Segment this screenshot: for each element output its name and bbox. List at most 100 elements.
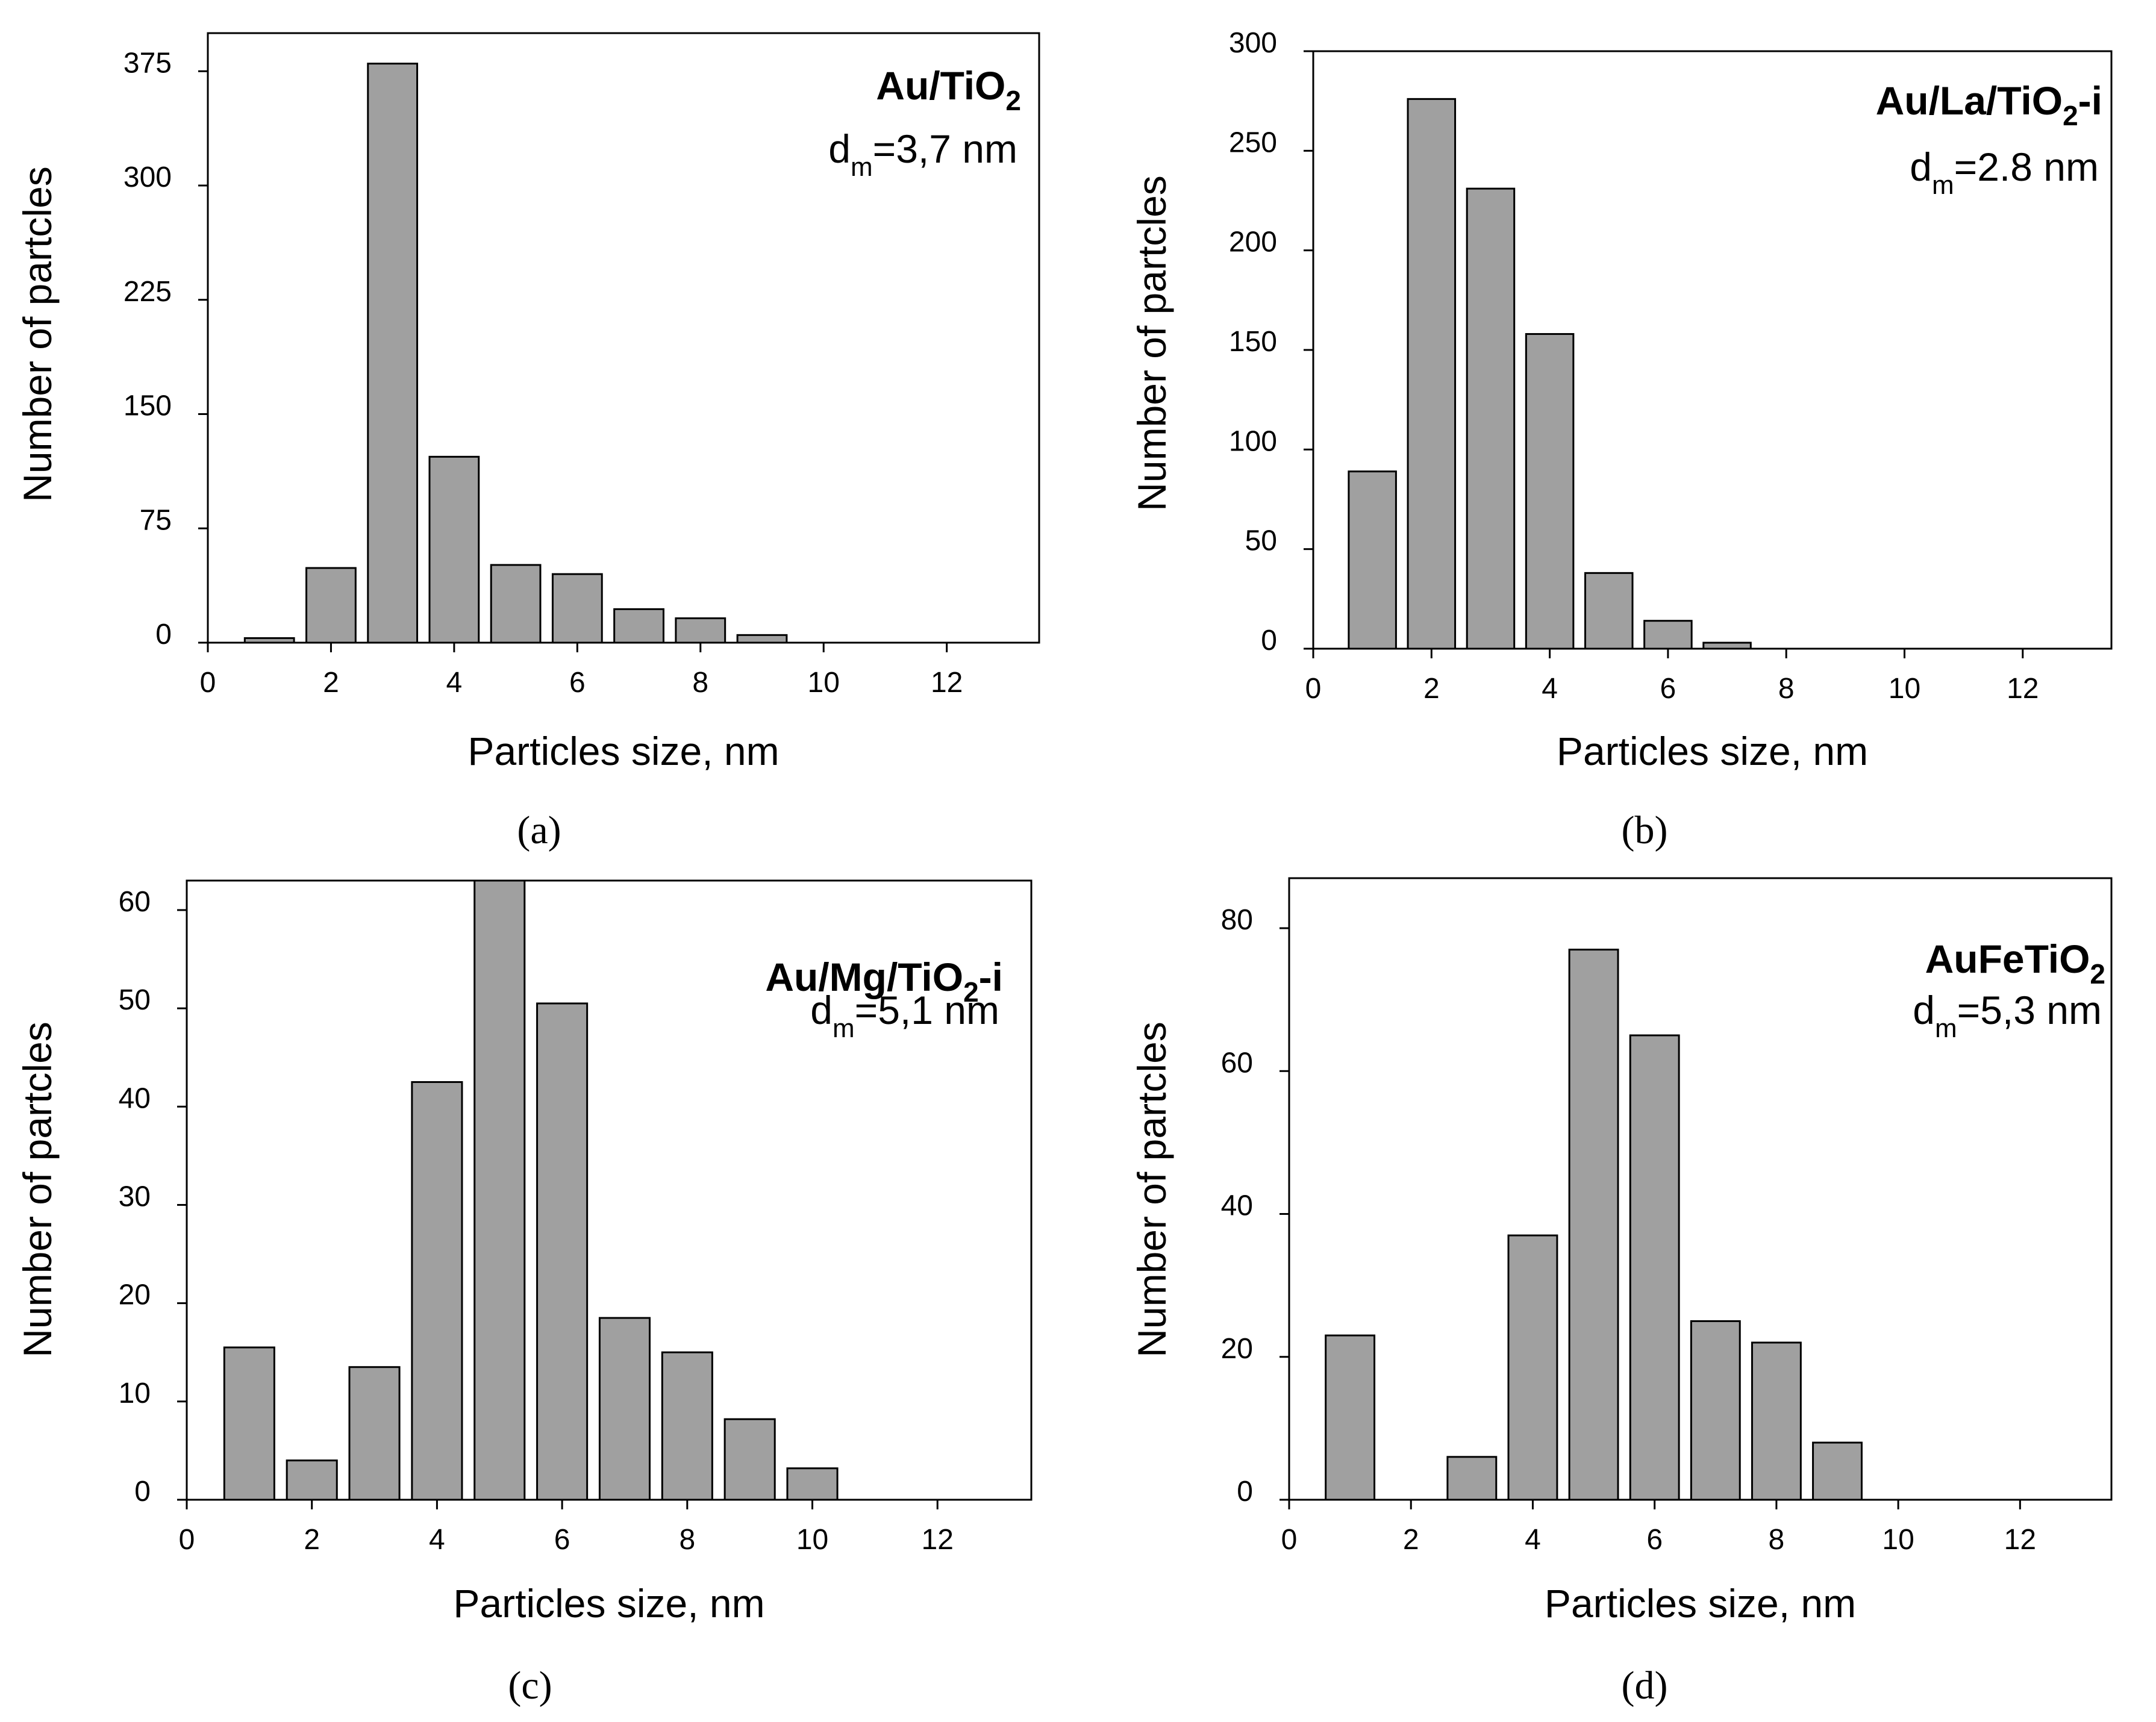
x-tick-label: 6 bbox=[569, 667, 586, 699]
panel-title: Au/Mg/TiO2-i bbox=[765, 955, 1003, 1008]
y-axis-title: Number of partcles bbox=[15, 166, 60, 502]
x-tick-label: 12 bbox=[2007, 673, 2039, 705]
y-tick-label: 300 bbox=[1229, 27, 1277, 59]
bar-d-3 bbox=[1446, 1456, 1498, 1501]
panel-title: AuFeTiO2 bbox=[1925, 937, 2105, 990]
y-tick-label: 250 bbox=[1229, 126, 1277, 158]
y-tick-label: 50 bbox=[119, 984, 151, 1016]
x-tick-label: 4 bbox=[429, 1524, 445, 1556]
x-tick-label: 0 bbox=[1305, 673, 1322, 705]
x-tick-label: 2 bbox=[1423, 673, 1440, 705]
x-tick-label: 10 bbox=[808, 667, 840, 699]
bar-a-4 bbox=[428, 455, 480, 644]
bar-c-10 bbox=[786, 1467, 839, 1501]
bar-a-6 bbox=[551, 573, 603, 644]
x-tick-label: 10 bbox=[1882, 1524, 1914, 1556]
x-tick-label: 4 bbox=[446, 667, 463, 699]
x-tick-label: 12 bbox=[931, 667, 963, 699]
y-tick-label: 0 bbox=[134, 1476, 151, 1508]
x-axis-title: Particles size, nm bbox=[1545, 1581, 1856, 1626]
x-tick-label: 6 bbox=[1646, 1524, 1663, 1556]
y-axis-title: Number of partcles bbox=[1130, 175, 1174, 511]
panel-caption: (d) bbox=[1622, 1664, 1668, 1708]
plot-frame bbox=[207, 32, 1040, 644]
chart-panel-a: 0 2 4 6 8 10 12 0 75 150 225 300 375 Particles size, … bbox=[15, 32, 1040, 852]
y-tick-label: 60 bbox=[119, 886, 151, 918]
y-tick-label: 0 bbox=[1261, 625, 1277, 657]
y-tick-label: 10 bbox=[119, 1377, 151, 1409]
bar-c-9 bbox=[723, 1418, 776, 1501]
bar-b-2 bbox=[1407, 98, 1457, 650]
x-tick-label: 12 bbox=[2004, 1524, 2036, 1556]
x-tick-label: 8 bbox=[1778, 673, 1795, 705]
mean-diameter-note: dm=5,1 nm bbox=[810, 988, 999, 1043]
y-tick-label: 75 bbox=[140, 504, 172, 536]
x-tick-label: 8 bbox=[679, 1524, 695, 1556]
y-tick-label: 0 bbox=[155, 619, 172, 650]
bar-c-5 bbox=[473, 879, 526, 1501]
x-axis-title: Particles size, nm bbox=[453, 1581, 764, 1626]
bar-b-1 bbox=[1348, 470, 1397, 650]
bar-b-4 bbox=[1525, 333, 1575, 650]
bar-c-7 bbox=[598, 1317, 651, 1501]
y-tick-label: 20 bbox=[1221, 1333, 1253, 1365]
panel-caption: (a) bbox=[517, 808, 561, 852]
bar-a-7 bbox=[613, 608, 664, 644]
panel-title: Au/La/TiO2-i bbox=[1876, 78, 2102, 131]
bar-d-6 bbox=[1629, 1034, 1680, 1501]
chart-panel-d: 0 2 4 6 8 10 12 0 20 40 60 80 Particles size, nm Numb… bbox=[1130, 877, 2113, 1708]
bar-b-3 bbox=[1466, 187, 1516, 650]
y-tick-label: 150 bbox=[123, 390, 172, 422]
x-tick-label: 0 bbox=[200, 667, 216, 699]
panel-title: Au/TiO2 bbox=[876, 63, 1021, 116]
y-tick-label: 40 bbox=[119, 1082, 151, 1114]
x-tick-label: 12 bbox=[922, 1524, 954, 1556]
bar-c-1 bbox=[223, 1346, 275, 1501]
bar-c-2 bbox=[286, 1459, 338, 1501]
y-tick-label: 20 bbox=[119, 1279, 151, 1311]
bar-c-6 bbox=[536, 1002, 589, 1501]
chart-panel-c: 0 2 4 6 8 10 12 0 10 20 30 40 50 60 Particles size, nm… bbox=[15, 879, 1033, 1708]
x-tick-label: 8 bbox=[692, 667, 708, 699]
y-tick-label: 0 bbox=[1237, 1476, 1253, 1508]
x-tick-label: 4 bbox=[1525, 1524, 1541, 1556]
bar-a-2 bbox=[305, 567, 357, 644]
bar-c-8 bbox=[661, 1351, 713, 1501]
plot-frame bbox=[1288, 877, 2113, 1501]
x-tick-label: 10 bbox=[796, 1524, 828, 1556]
bar-c-3 bbox=[348, 1366, 401, 1501]
y-tick-label: 30 bbox=[119, 1181, 151, 1212]
mean-diameter-note: dm=3,7 nm bbox=[828, 126, 1017, 182]
x-tick-label: 6 bbox=[554, 1524, 570, 1556]
mean-diameter-note: dm=5,3 nm bbox=[1913, 988, 2102, 1043]
y-axis-title: Number of partcles bbox=[1130, 1022, 1174, 1358]
bar-a-8 bbox=[675, 617, 726, 644]
x-tick-label: 0 bbox=[1281, 1524, 1298, 1556]
x-axis-title: Particles size, nm bbox=[467, 729, 779, 773]
x-tick-label: 4 bbox=[1542, 673, 1558, 705]
bar-d-7 bbox=[1690, 1320, 1741, 1501]
bar-d-9 bbox=[1812, 1441, 1863, 1501]
y-tick-label: 300 bbox=[123, 161, 172, 193]
x-tick-label: 10 bbox=[1889, 673, 1920, 705]
x-tick-label: 2 bbox=[1403, 1524, 1419, 1556]
bar-b-5 bbox=[1584, 572, 1634, 650]
y-tick-label: 200 bbox=[1229, 226, 1277, 258]
y-tick-label: 225 bbox=[123, 276, 172, 308]
y-axis-title: Number of partcles bbox=[15, 1022, 60, 1358]
x-tick-label: 0 bbox=[179, 1524, 195, 1556]
bar-a-5 bbox=[490, 564, 542, 644]
y-tick-label: 375 bbox=[123, 47, 172, 79]
plot-frame bbox=[186, 879, 1033, 1501]
y-tick-label: 40 bbox=[1221, 1190, 1253, 1222]
bar-b-6 bbox=[1643, 620, 1693, 650]
y-tick-label: 50 bbox=[1245, 525, 1277, 557]
mean-diameter-note: dm=2.8 nm bbox=[1910, 145, 2099, 200]
x-tick-label: 2 bbox=[304, 1524, 320, 1556]
bar-a-9 bbox=[736, 634, 788, 644]
y-tick-label: 100 bbox=[1229, 425, 1277, 457]
x-axis-title: Particles size, nm bbox=[1557, 729, 1868, 773]
bar-d-1 bbox=[1325, 1334, 1376, 1501]
bar-c-4 bbox=[411, 1081, 463, 1501]
